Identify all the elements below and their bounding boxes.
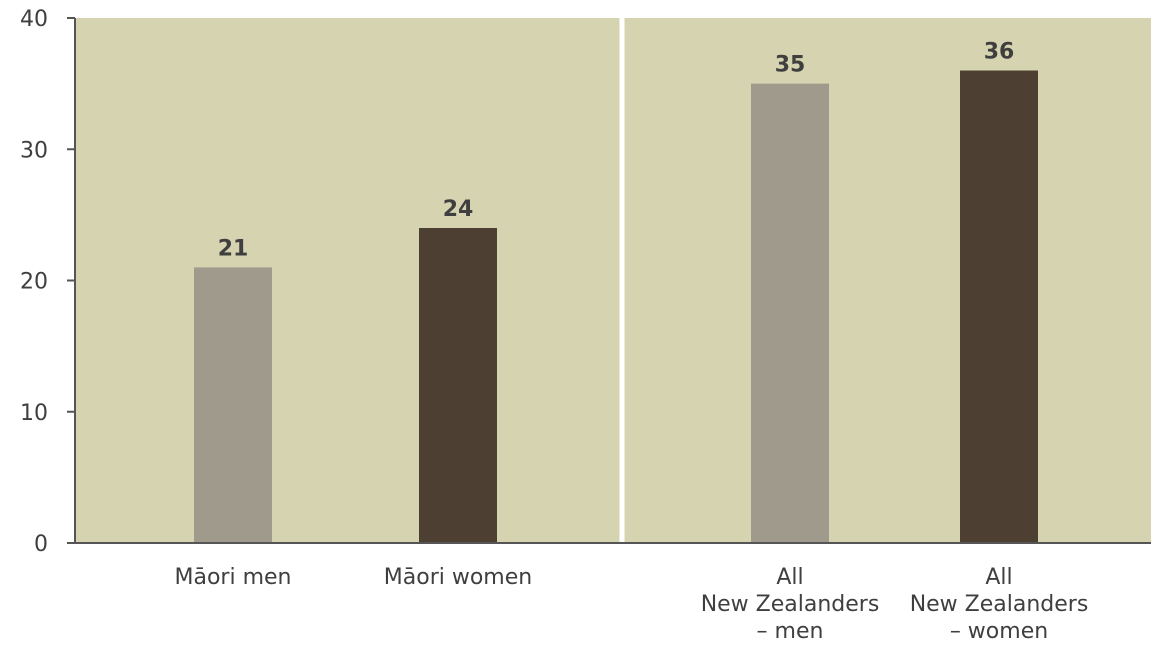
category-label-1: Māori men: [175, 565, 292, 590]
category-label-line: New Zealanders: [910, 592, 1089, 617]
y-tick-label: 30: [20, 138, 48, 163]
bar-3: [751, 83, 829, 543]
category-label-line: All: [776, 565, 803, 590]
bar-1: [194, 267, 272, 543]
category-label-line: – women: [950, 619, 1048, 644]
bar-4: [960, 70, 1038, 543]
data-labels-layer: 21 24 35 36: [218, 40, 1015, 262]
data-label-2: 24: [443, 197, 474, 222]
category-label-line: New Zealanders: [701, 592, 880, 617]
category-label-3: All New Zealanders – men: [701, 565, 880, 644]
data-label-4: 36: [984, 40, 1015, 65]
bars-layer: [194, 70, 1038, 543]
bar-2: [419, 228, 497, 543]
category-label-line: Māori men: [175, 565, 292, 590]
category-label-line: Māori women: [384, 565, 532, 590]
category-label-2: Māori women: [384, 565, 532, 590]
category-labels-layer: Māori men Māori women All New Zealanders – m…: [175, 565, 1089, 644]
data-label-3: 35: [775, 53, 806, 78]
y-ticks-layer: 0 10 20 30 40: [20, 7, 75, 557]
y-tick-label: 0: [34, 532, 48, 557]
y-tick-label: 10: [20, 401, 48, 426]
data-label-1: 21: [218, 236, 249, 261]
category-label-4: All New Zealanders – women: [910, 565, 1089, 644]
y-tick-label: 40: [20, 7, 48, 32]
category-label-line: All: [985, 565, 1012, 590]
y-tick-label: 20: [20, 270, 48, 295]
category-label-line: – men: [757, 619, 824, 644]
